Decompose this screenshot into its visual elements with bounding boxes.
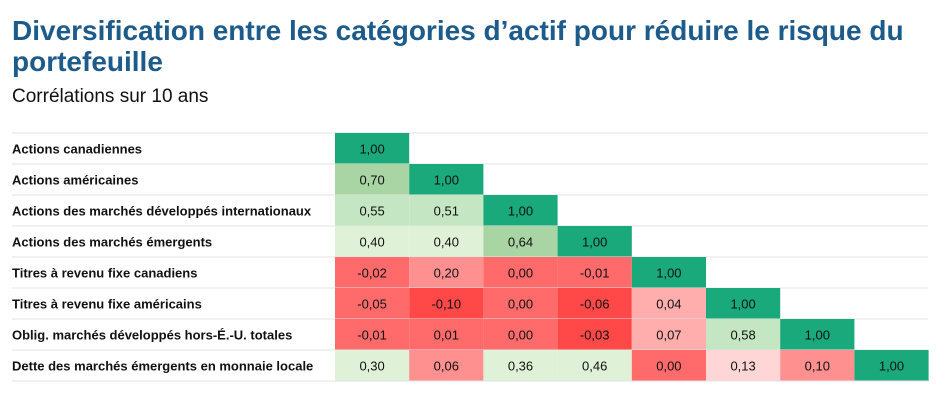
heatmap-cell <box>780 319 855 350</box>
heatmap-cell <box>631 350 706 381</box>
heatmap-cell <box>483 195 558 226</box>
heatmap-cell <box>706 350 781 381</box>
row-label: Actions des marchés émergents <box>12 235 212 250</box>
cell-value-label: 1,00 <box>508 204 533 219</box>
heatmap-cell <box>409 319 484 350</box>
cell-value-label: -0,05 <box>357 297 387 312</box>
heatmap-cell <box>557 257 632 288</box>
cell-value-label: 0,04 <box>656 297 681 312</box>
cell-value-label: 0,58 <box>730 328 755 343</box>
heatmap-cell <box>557 226 632 257</box>
heatmap-cell <box>409 350 484 381</box>
chart-subtitle: Corrélations sur 10 ans <box>12 86 209 107</box>
cell-value-label: 1,00 <box>434 173 459 188</box>
heatmap-cell <box>483 319 558 350</box>
heatmap-cell <box>335 288 410 319</box>
cell-value-label: -0,01 <box>580 266 610 281</box>
row-label: Dette des marchés émergents en monnaie l… <box>12 359 313 374</box>
cell-value-label: -0,01 <box>357 328 387 343</box>
cell-value-label: 0,46 <box>582 359 607 374</box>
cell-value-label: 0,30 <box>359 359 384 374</box>
heatmap-cell <box>483 226 558 257</box>
heatmap-cell <box>409 288 484 319</box>
cell-value-label: 0,20 <box>434 266 459 281</box>
cell-value-label: 0,00 <box>508 266 533 281</box>
cell-value-label: -0,03 <box>580 328 610 343</box>
heatmap-cell <box>854 350 929 381</box>
heatmap-cell <box>409 257 484 288</box>
cell-value-label: 1,00 <box>582 235 607 250</box>
heatmap-cell <box>557 350 632 381</box>
cell-value-label: 0,00 <box>508 297 533 312</box>
heatmap-cell <box>483 288 558 319</box>
cell-value-label: 0,06 <box>434 359 459 374</box>
heatmap-cell <box>409 226 484 257</box>
chart-title: Diversification entre les catégories d’a… <box>12 15 904 77</box>
cell-value-label: 0,07 <box>656 328 681 343</box>
cell-value-label: 1,00 <box>879 359 904 374</box>
cell-value-label: -0,06 <box>580 297 610 312</box>
heatmap-cell <box>335 195 410 226</box>
heatmap-cell <box>557 288 632 319</box>
cell-value-label: 1,00 <box>730 297 755 312</box>
heatmap-cell <box>335 319 410 350</box>
cell-value-label: 0,13 <box>730 359 755 374</box>
row-label: Titres à revenu fixe canadiens <box>12 266 197 281</box>
heatmap-cell <box>335 226 410 257</box>
row-label: Oblig. marchés développés hors-É.-U. tot… <box>12 328 292 343</box>
row-label: Actions des marchés développés internati… <box>12 204 312 219</box>
cell-value-label: 0,00 <box>656 359 681 374</box>
cell-value-label: 0,51 <box>434 204 459 219</box>
cell-value-label: 0,36 <box>508 359 533 374</box>
heatmap-cell <box>631 288 706 319</box>
heatmap-cell <box>335 133 410 164</box>
row-label: Actions canadiennes <box>12 142 142 157</box>
cell-value-label: 0,10 <box>805 359 830 374</box>
heatmap-cell <box>483 350 558 381</box>
cell-value-label: 0,40 <box>434 235 459 250</box>
cell-value-label: -0,02 <box>357 266 387 281</box>
cell-value-label: 1,00 <box>656 266 681 281</box>
cell-value-label: 0,00 <box>508 328 533 343</box>
heatmap-cell <box>631 319 706 350</box>
heatmap-cell <box>706 288 781 319</box>
heatmap-cell <box>557 319 632 350</box>
heatmap-cell <box>631 257 706 288</box>
heatmap-cell <box>335 164 410 195</box>
row-label: Actions américaines <box>12 173 138 188</box>
heatmap-cell <box>706 319 781 350</box>
heatmap-cell <box>335 257 410 288</box>
cell-value-label: 1,00 <box>805 328 830 343</box>
heatmap-cell <box>335 350 410 381</box>
cell-value-label: 0,70 <box>359 173 384 188</box>
cell-value-label: 0,40 <box>359 235 384 250</box>
heatmap-cell <box>409 195 484 226</box>
cell-value-label: 0,55 <box>359 204 384 219</box>
cell-value-label: 1,00 <box>359 142 384 157</box>
row-label: Titres à revenu fixe américains <box>12 297 202 312</box>
heatmap-cell <box>409 164 484 195</box>
heatmap-cell <box>780 350 855 381</box>
heatmap-cell <box>483 257 558 288</box>
cell-value-label: 0,01 <box>434 328 459 343</box>
cell-value-label: 0,64 <box>508 235 533 250</box>
cell-value-label: -0,10 <box>431 297 461 312</box>
